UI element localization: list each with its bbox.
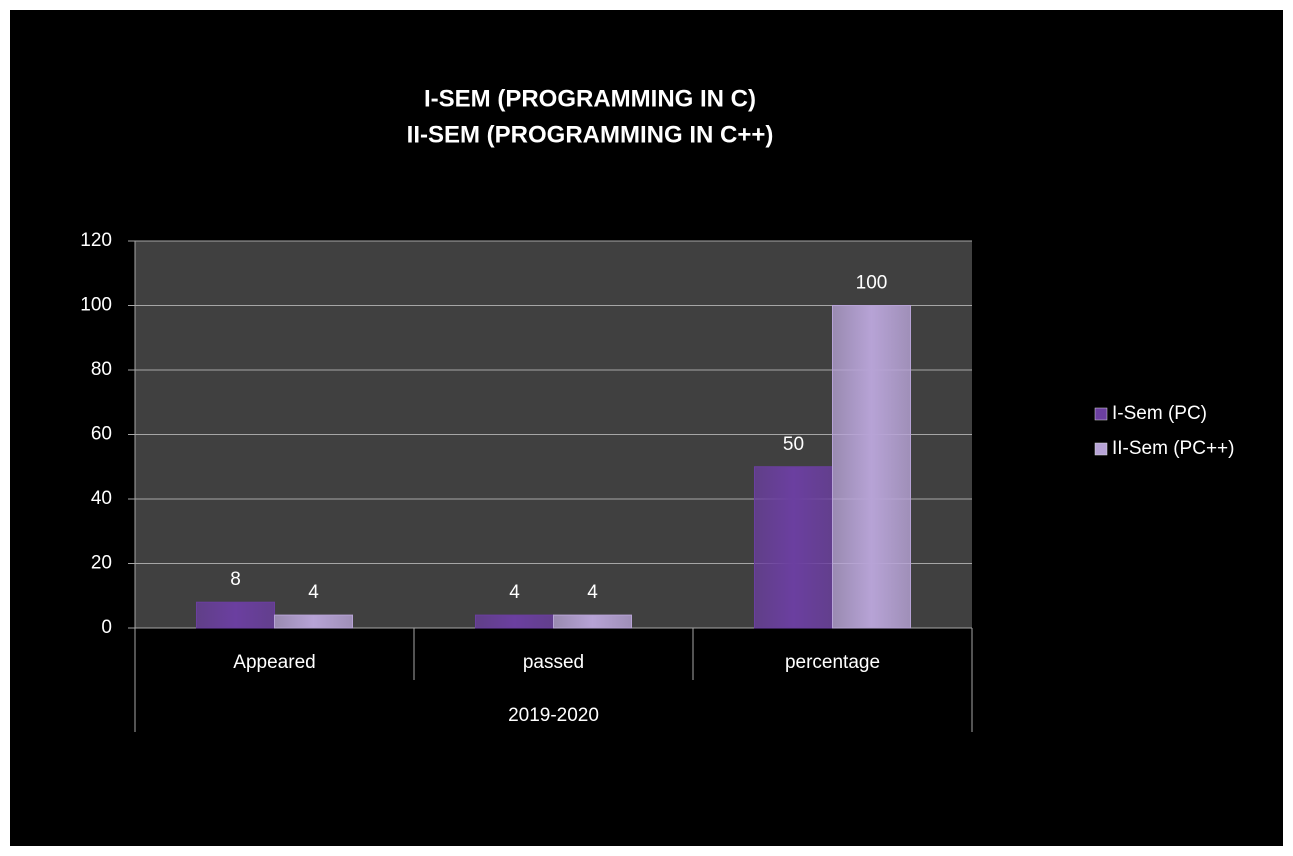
legend-label: II-Sem (PC++) [1112,438,1234,459]
y-tick-label: 0 [101,617,112,638]
y-tick-label: 120 [80,230,112,251]
y-tick-label: 100 [80,295,112,316]
bar [274,614,353,629]
y-tick-label: 60 [91,424,112,445]
bar [196,601,275,629]
x-tick-label: Appeared [233,652,315,673]
legend-swatch [1094,407,1108,421]
bar [832,305,911,629]
chart-title: II-SEM (PROGRAMMING IN C++) [407,121,774,148]
y-tick-label: 40 [91,488,112,509]
data-label: 50 [783,434,804,455]
x-tick-label: percentage [785,652,880,673]
y-tick-label: 80 [91,359,112,380]
legend-label: I-Sem (PC) [1112,403,1207,424]
data-label: 4 [308,582,319,603]
data-label: 100 [856,273,888,294]
chart-title: I-SEM (PROGRAMMING IN C) [424,85,756,112]
category-group-label: 2019-2020 [508,705,599,726]
legend-swatch [1094,442,1108,456]
data-label: 8 [230,569,241,590]
bar [475,614,554,629]
bar [553,614,632,629]
y-tick-label: 20 [91,553,112,574]
bar [754,466,833,629]
data-label: 4 [509,582,520,603]
data-label: 4 [587,582,598,603]
x-tick-label: passed [523,652,584,673]
